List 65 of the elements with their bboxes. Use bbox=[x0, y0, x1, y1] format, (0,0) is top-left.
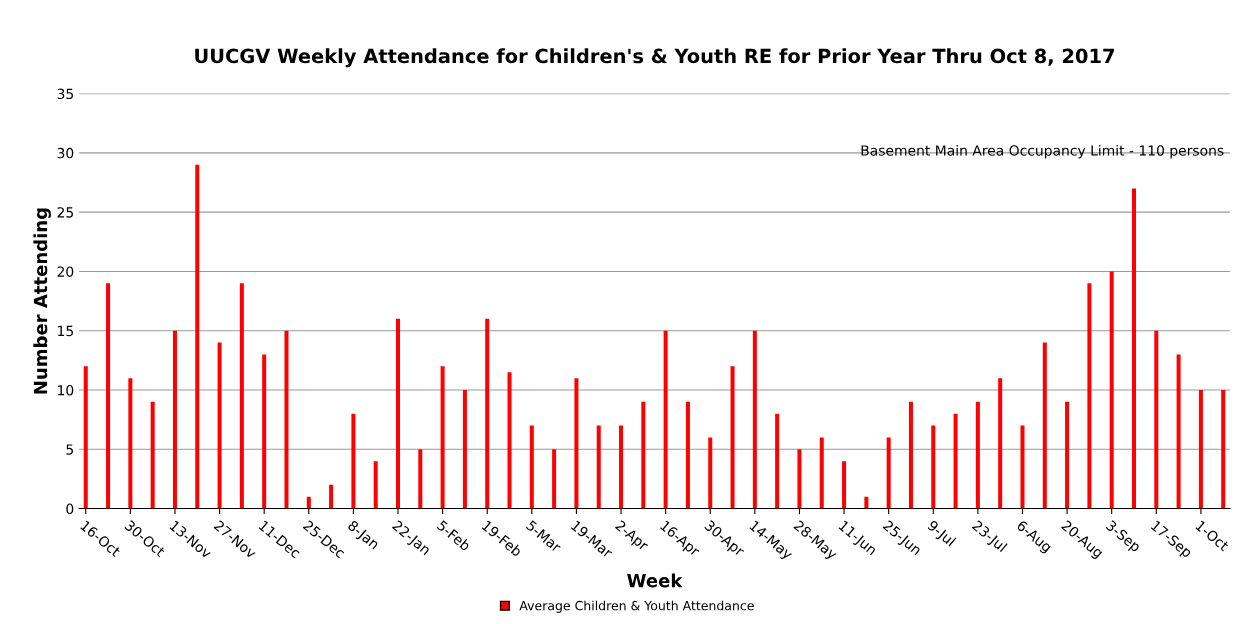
bar bbox=[574, 378, 579, 509]
bar bbox=[262, 354, 267, 509]
bar bbox=[239, 283, 244, 509]
bar bbox=[797, 449, 802, 509]
bar bbox=[886, 437, 891, 509]
bar bbox=[931, 425, 936, 509]
bar bbox=[150, 401, 155, 509]
bar bbox=[106, 283, 111, 509]
bar bbox=[284, 330, 289, 509]
bar bbox=[195, 164, 200, 509]
annotation: Basement Main Area Occupancy Limit - 110 persons bbox=[861, 144, 1224, 159]
bar bbox=[663, 330, 668, 509]
bar bbox=[619, 425, 624, 509]
bar bbox=[485, 318, 490, 509]
bar bbox=[1131, 188, 1136, 509]
bar bbox=[306, 496, 311, 509]
bar bbox=[440, 366, 445, 509]
y-tick-label: 15 bbox=[58, 325, 73, 337]
bar bbox=[329, 484, 334, 509]
bar bbox=[708, 437, 713, 509]
chart-title: UUCGV Weekly Attendance for Children's & Youth RE for Prior Year Thru Oct 8, 2017 bbox=[195, 48, 1114, 68]
y-tick-label: 30 bbox=[57, 147, 74, 159]
bar bbox=[373, 461, 378, 509]
bar bbox=[1065, 401, 1070, 509]
bar bbox=[172, 330, 177, 509]
bar bbox=[462, 390, 467, 509]
bar bbox=[596, 425, 601, 509]
bar bbox=[83, 366, 88, 509]
bar bbox=[842, 461, 847, 509]
bar bbox=[552, 449, 557, 509]
y-tick-label: 20 bbox=[57, 266, 74, 277]
bar bbox=[1109, 271, 1114, 509]
bar bbox=[395, 318, 401, 509]
bar bbox=[529, 425, 534, 509]
bar bbox=[128, 378, 133, 509]
bar bbox=[351, 413, 356, 509]
bar bbox=[1221, 390, 1226, 509]
bar bbox=[752, 330, 757, 509]
bar bbox=[418, 449, 423, 509]
y-tick-label: 35 bbox=[57, 88, 73, 100]
y-tick-label: 0 bbox=[66, 503, 74, 515]
bar bbox=[998, 378, 1003, 509]
bar bbox=[975, 401, 980, 509]
bar bbox=[685, 401, 690, 509]
y-tick-label: 10 bbox=[58, 384, 74, 396]
bar bbox=[507, 372, 512, 509]
bar bbox=[1087, 283, 1092, 509]
x-axis-title: Week bbox=[627, 573, 683, 588]
bar bbox=[864, 496, 869, 509]
y-tick-label: 5 bbox=[66, 444, 73, 455]
bar bbox=[819, 437, 824, 509]
bar bbox=[1042, 342, 1047, 509]
bar bbox=[641, 401, 646, 509]
bar bbox=[1154, 330, 1159, 509]
bar bbox=[730, 366, 735, 509]
bar bbox=[1198, 390, 1203, 509]
bar bbox=[1020, 425, 1025, 509]
bar bbox=[217, 342, 222, 509]
legend-label: Average Children & Youth Attendance bbox=[519, 600, 754, 613]
bar bbox=[775, 413, 780, 509]
y-axis-title: Number Attending bbox=[33, 208, 51, 394]
bar bbox=[908, 401, 913, 509]
bar bbox=[1176, 354, 1181, 509]
bar bbox=[953, 413, 958, 509]
y-tick-label: 25 bbox=[57, 207, 73, 218]
